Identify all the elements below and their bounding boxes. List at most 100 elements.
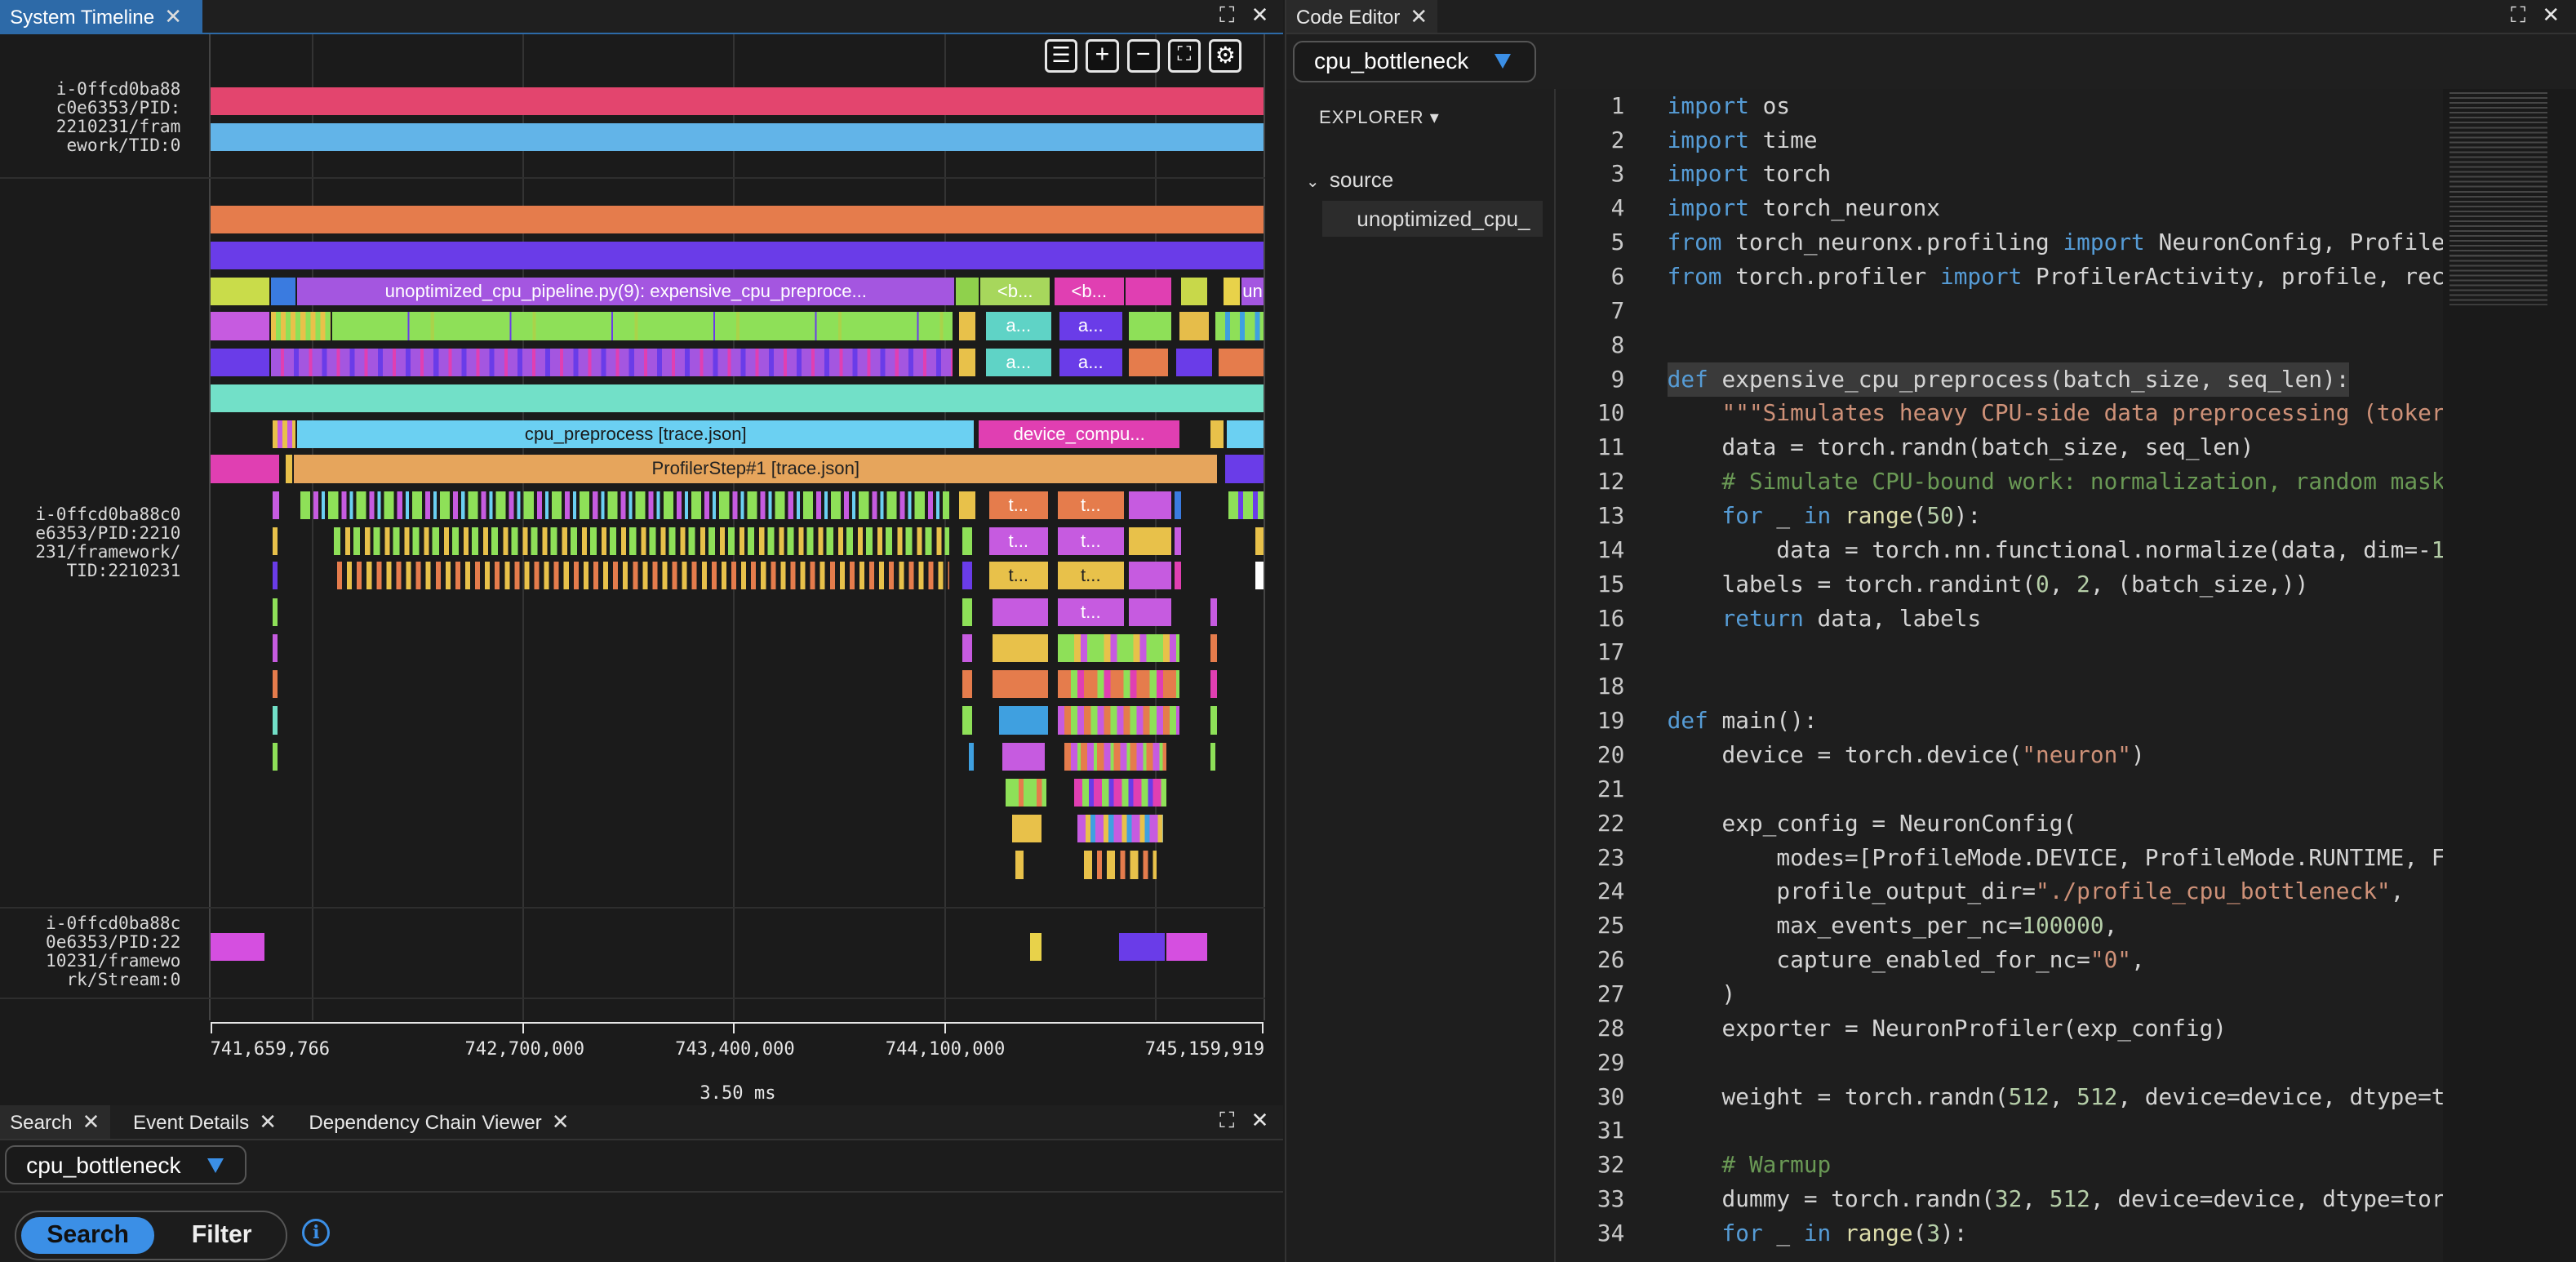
close-icon[interactable]: ✕ xyxy=(1410,4,1428,29)
list-icon[interactable]: ☰ xyxy=(1044,39,1078,73)
code-line[interactable]: 33 dummy = torch.randn(32, 512, device=d… xyxy=(1556,1182,2443,1216)
trace-bar[interactable] xyxy=(956,278,979,306)
trace-bar[interactable] xyxy=(1015,851,1024,879)
trace-bar[interactable] xyxy=(271,312,331,340)
trace-bar[interactable] xyxy=(333,527,950,556)
trace-bar[interactable] xyxy=(962,527,973,556)
minimap[interactable] xyxy=(2442,88,2576,1262)
trace-bar[interactable] xyxy=(1210,670,1218,699)
maximize-icon[interactable]: ⛶ xyxy=(1219,1108,1235,1133)
code-line[interactable]: 21 xyxy=(1556,772,2443,807)
trace-bar[interactable] xyxy=(992,670,1048,699)
trace-bar[interactable] xyxy=(1180,278,1208,306)
code-line[interactable]: 9 def expensive_cpu_preprocess(batch_size… xyxy=(1556,362,2443,397)
trace-bar[interactable] xyxy=(1224,278,1241,306)
code-line[interactable]: 17 xyxy=(1556,635,2443,669)
trace-bar[interactable] xyxy=(1210,598,1218,626)
trace-bar[interactable] xyxy=(1128,562,1171,590)
trace-bar[interactable] xyxy=(1179,312,1210,340)
code-line[interactable]: 22 exp_config = NeuronConfig( xyxy=(1556,807,2443,841)
trace-bar[interactable] xyxy=(1084,851,1157,879)
trace-bar-labeled[interactable]: un xyxy=(1241,278,1264,306)
profile-select[interactable]: cpu_bottleneck xyxy=(5,1144,246,1184)
file-item[interactable]: unoptimized_cpu_ xyxy=(1322,200,1543,237)
trace-bar[interactable] xyxy=(1002,742,1045,771)
close-icon[interactable]: ✕ xyxy=(551,1109,570,1135)
trace-bar-labeled[interactable]: a... xyxy=(985,312,1051,340)
trace-bar[interactable] xyxy=(1225,455,1264,483)
close-icon[interactable]: ✕ xyxy=(1250,2,1269,27)
trace-bar[interactable] xyxy=(210,933,264,962)
trace-bar[interactable] xyxy=(1128,312,1171,340)
trace-bar-labeled[interactable]: t... xyxy=(988,562,1048,590)
code-line[interactable]: 10 """Simulates heavy CPU-side data prep… xyxy=(1556,396,2443,430)
tab-code-editor[interactable]: Code Editor ✕ xyxy=(1286,0,1438,33)
trace-bar-labeled[interactable]: t... xyxy=(1058,598,1124,626)
code-view[interactable]: 1 import os 2 import time 3 import torch 4 impo… xyxy=(1555,88,2443,1262)
close-icon[interactable]: ✕ xyxy=(164,4,183,29)
trace-bar[interactable] xyxy=(1228,491,1264,519)
code-line[interactable]: 25 max_events_per_nc=100000, xyxy=(1556,909,2443,943)
trace-bar-labeled[interactable]: cpu_preprocess [trace.json] xyxy=(297,420,975,449)
trace-bar[interactable] xyxy=(300,491,950,519)
trace-bar[interactable] xyxy=(271,278,296,306)
trace-bar[interactable] xyxy=(273,706,278,735)
code-line[interactable]: 31 xyxy=(1556,1113,2443,1148)
trace-bar[interactable] xyxy=(1128,348,1168,376)
tab-search[interactable]: Search ✕ xyxy=(0,1105,110,1139)
code-line[interactable]: 34 for _ in range(3): xyxy=(1556,1216,2443,1251)
trace-bar[interactable] xyxy=(992,633,1048,663)
code-line[interactable]: 32 # Warmup xyxy=(1556,1148,2443,1182)
system-timeline[interactable]: ☰ + − ⛶ ⚙ i-0ffcd0ba88 c0e6353/PID: 2210… xyxy=(0,34,1283,1106)
trace-bar-labeled[interactable]: a... xyxy=(1059,348,1122,376)
code-line[interactable]: 23 modes=[ProfileMode.DEVICE, ProfileMod… xyxy=(1556,841,2443,875)
trace-bar[interactable] xyxy=(1029,933,1042,962)
trace-bar[interactable] xyxy=(1175,348,1213,376)
trace-bar-labeled[interactable]: a... xyxy=(1059,312,1122,340)
trace-bar[interactable] xyxy=(286,455,293,483)
trace-bar[interactable] xyxy=(998,706,1048,735)
filter-toggle-button[interactable]: Filter xyxy=(191,1221,252,1249)
trace-bar[interactable] xyxy=(273,420,296,449)
code-line[interactable]: 4 import torch_neuronx xyxy=(1556,191,2443,225)
search-toggle-button[interactable]: Search xyxy=(21,1217,155,1254)
trace-bar[interactable] xyxy=(1077,815,1163,843)
trace-bar[interactable] xyxy=(1174,527,1181,556)
trace-bar[interactable] xyxy=(210,241,1264,270)
trace-bar-labeled[interactable]: <b... xyxy=(980,278,1050,306)
trace-bar[interactable] xyxy=(962,562,973,590)
trace-bar[interactable] xyxy=(1227,420,1264,449)
trace-bar[interactable] xyxy=(1255,562,1264,590)
trace-bar[interactable] xyxy=(1166,933,1208,962)
code-line[interactable]: 29 xyxy=(1556,1046,2443,1080)
trace-bar-labeled[interactable]: unoptimized_cpu_pipeline.py(9): expensiv… xyxy=(297,278,955,306)
trace-bar-labeled[interactable]: t... xyxy=(1058,562,1124,590)
trace-bar[interactable] xyxy=(271,348,953,376)
code-line[interactable]: 14 data = torch.nn.functional.normalize(… xyxy=(1556,533,2443,567)
trace-bar[interactable] xyxy=(1128,598,1171,626)
trace-bar[interactable] xyxy=(210,455,280,483)
trace-bar[interactable] xyxy=(959,312,976,340)
trace-bar[interactable] xyxy=(962,598,973,626)
trace-bar[interactable] xyxy=(992,598,1048,626)
code-line[interactable]: 11 data = torch.randn(batch_size, seq_le… xyxy=(1556,430,2443,464)
code-line[interactable]: 2 import time xyxy=(1556,123,2443,158)
trace-bar[interactable] xyxy=(210,278,270,306)
trace-bar[interactable] xyxy=(1074,778,1166,807)
trace-bar[interactable] xyxy=(1174,562,1181,590)
maximize-icon[interactable]: ⛶ xyxy=(2510,2,2526,27)
gear-icon[interactable]: ⚙ xyxy=(1209,39,1242,73)
code-line[interactable]: 24 profile_output_dir="./profile_cpu_bot… xyxy=(1556,874,2443,909)
code-line[interactable]: 6 from torch.profiler import ProfilerActi… xyxy=(1556,260,2443,294)
trace-bar[interactable] xyxy=(1128,491,1171,519)
code-line[interactable]: 28 exporter = NeuronProfiler(exp_config) xyxy=(1556,1011,2443,1046)
trace-bar-labeled[interactable]: a... xyxy=(985,348,1051,376)
code-line[interactable]: 8 xyxy=(1556,328,2443,362)
trace-bar[interactable] xyxy=(1255,527,1264,556)
trace-bar[interactable] xyxy=(273,742,278,771)
trace-bar[interactable] xyxy=(1210,742,1216,771)
trace-bar-labeled[interactable]: t... xyxy=(1058,527,1124,556)
info-icon[interactable]: i xyxy=(302,1219,331,1247)
fit-icon[interactable]: ⛶ xyxy=(1167,39,1201,73)
trace-bar[interactable] xyxy=(336,562,950,590)
